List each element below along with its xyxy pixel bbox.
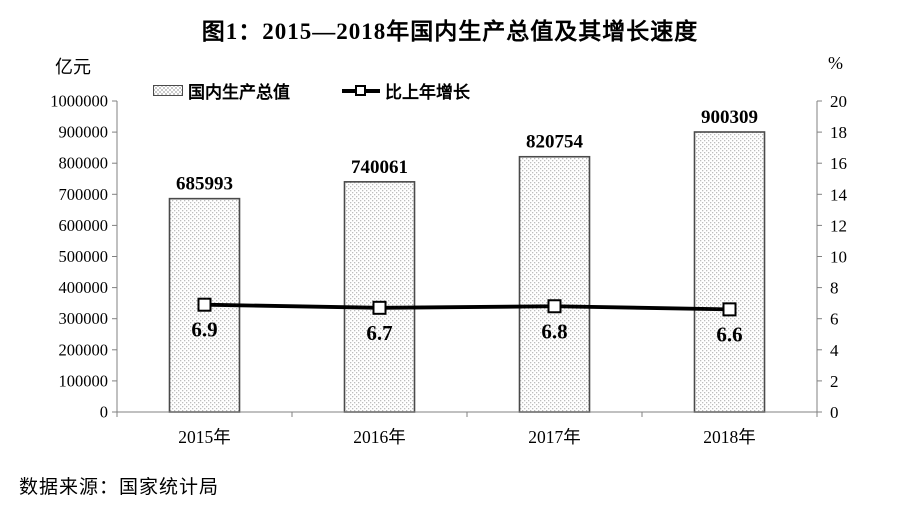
bar-value-label: 740061 <box>351 157 408 178</box>
left-axis-tick-label: 600000 <box>59 216 109 235</box>
x-axis-category-label: 2015年 <box>178 427 231 447</box>
left-axis-tick-label: 300000 <box>59 309 109 328</box>
legend-growth-label: 比上年增长 <box>385 83 470 102</box>
growth-value-label: 6.9 <box>191 318 217 342</box>
bar-2018年 <box>693 131 766 413</box>
legend-gdp-label: 国内生产总值 <box>188 83 290 102</box>
x-axis-category-label: 2017年 <box>528 427 581 447</box>
left-axis-tick-label: 900000 <box>59 123 109 142</box>
gdp-bar-swatch-icon <box>153 85 183 96</box>
right-axis-tick-label: 2 <box>830 372 839 391</box>
right-axis-tick-label: 8 <box>830 279 839 298</box>
right-axis-tick-label: 4 <box>830 341 839 360</box>
right-axis-tick-label: 10 <box>830 248 847 267</box>
x-axis-category-label: 2016年 <box>353 427 406 447</box>
bar-value-label: 685993 <box>176 174 233 195</box>
right-axis-tick-label: 0 <box>830 403 839 422</box>
growth-value-label: 6.7 <box>366 321 392 345</box>
legend: 国内生产总值 比上年增长 <box>153 78 470 103</box>
growth-marker-2015年 <box>197 297 212 312</box>
growth-marker-2016年 <box>372 300 387 315</box>
growth-value-label: 6.6 <box>716 322 742 346</box>
chart-title: 图1：2015—2018年国内生产总值及其增长速度 <box>201 19 699 44</box>
left-axis-tick-label: 400000 <box>59 278 109 297</box>
right-axis-tick-label: 6 <box>830 310 839 329</box>
left-axis-tick-label: 700000 <box>59 185 109 204</box>
left-axis-tick-label: 0 <box>100 403 108 422</box>
bar-2017年 <box>518 155 591 413</box>
growth-marker-2018年 <box>722 302 737 317</box>
right-axis-tick-label: 14 <box>830 185 848 204</box>
left-axis-tick-label: 800000 <box>59 154 109 173</box>
right-axis-tick-label: 12 <box>830 216 847 235</box>
x-axis-category-label: 2018年 <box>703 427 756 447</box>
growth-marker-2017年 <box>547 299 562 314</box>
legend-item-gdp: 国内生产总值 <box>153 78 290 103</box>
bar-value-label: 820754 <box>526 132 584 153</box>
left-axis-tick-label: 200000 <box>59 340 109 359</box>
right-axis-tick-label: 20 <box>830 92 847 111</box>
legend-item-growth: 比上年增长 <box>342 78 470 103</box>
data-source: 数据来源：国家统计局 <box>19 477 220 498</box>
growth-line <box>204 302 730 312</box>
growth-line-swatch-icon <box>342 84 380 97</box>
bar-value-label: 900309 <box>701 107 758 128</box>
right-axis-unit-label: % <box>828 53 843 73</box>
right-axis-tick-label: 18 <box>830 123 847 142</box>
left-axis-tick-label: 1000000 <box>50 92 108 111</box>
growth-value-label: 6.8 <box>541 319 567 343</box>
bar-2016年 <box>343 181 416 413</box>
left-axis-tick-label: 100000 <box>59 371 109 390</box>
left-axis-tick-label: 500000 <box>59 247 109 266</box>
left-axis-unit-label: 亿元 <box>55 57 91 77</box>
right-axis-tick-label: 16 <box>830 154 847 173</box>
